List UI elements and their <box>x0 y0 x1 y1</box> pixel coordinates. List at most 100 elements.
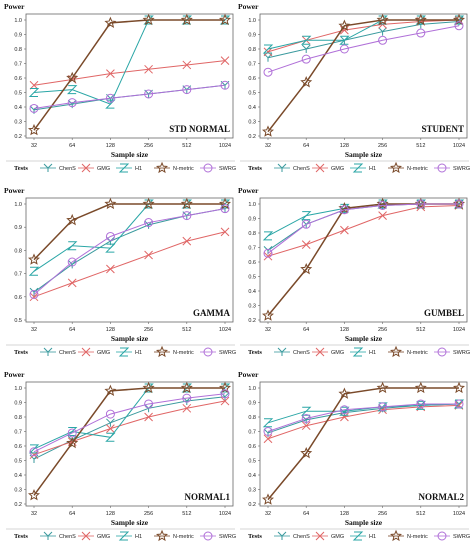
panel-label: NORMAL2 <box>419 492 465 502</box>
legend-label: GMG <box>97 534 110 540</box>
legend-label: H1 <box>369 166 376 172</box>
legend-entry: N-metric <box>388 161 428 174</box>
x-tick-label: 512 <box>416 327 425 333</box>
series-point <box>339 405 349 415</box>
y-tick-label: 0.6 <box>248 444 256 450</box>
series-point <box>203 163 213 173</box>
series-point <box>352 163 364 173</box>
series-point <box>203 531 213 541</box>
series-point <box>301 54 311 64</box>
series-line <box>33 19 225 131</box>
x-tick-label: 32 <box>265 511 271 517</box>
legend-entry: SWRG <box>200 531 236 541</box>
y-tick-label: 0.2 <box>14 502 22 508</box>
series-line <box>267 20 460 59</box>
legend-label: H1 <box>135 350 142 356</box>
x-tick-label: 1024 <box>453 511 465 517</box>
series-point <box>28 444 40 454</box>
series-point <box>144 64 153 74</box>
series-point <box>28 488 40 501</box>
y-tick-label: 0.4 <box>14 473 22 479</box>
y-tick-label: 1.0 <box>14 386 22 392</box>
y-tick-label: 0.5 <box>248 459 256 465</box>
series-n-metric <box>28 13 231 136</box>
x-axis-title: Sample size <box>345 518 383 527</box>
legend-label: N-metric <box>407 166 428 172</box>
y-tick-label: 0.2 <box>248 502 256 508</box>
series-point <box>43 347 53 356</box>
y-tick-label: 1.0 <box>248 18 256 24</box>
y-tick-label: 0.9 <box>248 401 256 407</box>
series-swrg <box>263 21 464 77</box>
y-tick-label: 0.5 <box>14 318 22 324</box>
series-point <box>28 123 40 136</box>
series-point <box>66 213 79 226</box>
series-point <box>118 163 130 173</box>
series-point <box>263 246 273 255</box>
series-point <box>340 225 349 235</box>
y-tick-label: 0.6 <box>14 76 22 82</box>
legend-label: SWRG <box>453 534 470 540</box>
y-tick-label: 0.9 <box>248 33 256 39</box>
legend-entry: H1 <box>116 163 142 173</box>
y-tick-label: 0.3 <box>14 488 22 494</box>
series-line <box>267 203 459 254</box>
legend-entry: SWRG <box>200 347 236 357</box>
series-point <box>104 16 117 29</box>
series-point <box>67 428 77 438</box>
legend-label: SWRG <box>219 166 236 172</box>
legend-title: Tests <box>14 165 28 172</box>
series-point <box>454 399 464 409</box>
series-point <box>315 531 325 541</box>
series-point <box>416 199 426 209</box>
series-point <box>29 454 39 464</box>
y-tick-label: 0.9 <box>248 217 256 223</box>
series-point <box>182 236 192 246</box>
legend-entry: SWRG <box>434 347 470 357</box>
legend-entry: N-metric <box>154 161 194 174</box>
series-point <box>106 69 115 79</box>
series-point <box>262 125 274 137</box>
x-tick-label: 256 <box>144 511 153 517</box>
x-axis-title: Sample size <box>111 334 149 343</box>
legend-label: N-metric <box>173 350 194 356</box>
y-tick-label: 0.9 <box>14 225 22 231</box>
y-tick-label: 0.4 <box>248 289 256 295</box>
series-point <box>182 393 192 403</box>
series-chens <box>263 399 464 437</box>
legend-title: Tests <box>248 165 262 172</box>
series-point <box>378 35 388 45</box>
y-tick-label: 0.4 <box>14 105 22 111</box>
x-tick-label: 256 <box>144 327 153 333</box>
legend-title: Tests <box>14 349 28 356</box>
series-point <box>182 60 192 70</box>
legend-label: GMG <box>97 350 110 356</box>
legend-entry: GMG <box>78 531 110 541</box>
x-tick-label: 128 <box>340 511 349 517</box>
x-tick-label: 32 <box>265 327 271 333</box>
legend-title: Tests <box>14 533 28 540</box>
x-tick-label: 512 <box>416 511 425 517</box>
legend-entry: H1 <box>350 531 376 541</box>
series-point <box>182 211 192 221</box>
y-tick-label: 0.2 <box>248 318 256 324</box>
series-point <box>338 202 351 214</box>
series-point <box>301 44 311 53</box>
series-line <box>267 404 460 440</box>
x-tick-label: 512 <box>416 143 425 149</box>
y-tick-label: 0.8 <box>14 248 22 254</box>
series-swrg <box>263 399 464 436</box>
legend-label: ChenS <box>293 350 310 356</box>
series-line <box>267 19 459 133</box>
series-point <box>144 89 154 99</box>
series-point <box>301 415 311 424</box>
legend-entry: N-metric <box>388 529 428 542</box>
series-point <box>378 402 388 412</box>
legend-entry: GMG <box>78 163 110 173</box>
x-tick-label: 128 <box>106 143 115 149</box>
x-tick-label: 128 <box>340 143 349 149</box>
series-point <box>43 163 53 172</box>
series-point <box>262 493 274 505</box>
y-tick-label: 0.4 <box>248 105 256 111</box>
